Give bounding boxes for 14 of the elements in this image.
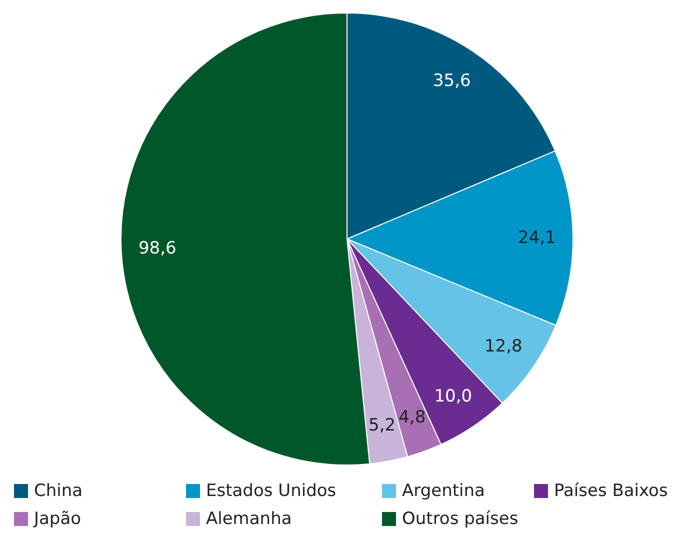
- data-label: 5,2: [368, 416, 396, 436]
- legend-label: Japão: [34, 509, 82, 529]
- legend-label: Alemanha: [206, 509, 292, 529]
- legend-label: Argentina: [402, 481, 485, 501]
- data-label: 4,8: [398, 407, 426, 428]
- data-label: 35,6: [432, 70, 471, 91]
- legend-label: Outros países: [402, 509, 518, 529]
- data-label: 10,0: [434, 386, 472, 406]
- data-label: 12,8: [484, 336, 522, 357]
- legend-label: China: [34, 481, 83, 501]
- legend-label: Estados Unidos: [206, 481, 336, 501]
- data-label: 98,6: [138, 238, 176, 259]
- legend-label: Países Baixos: [554, 481, 668, 501]
- data-label: 24,1: [518, 228, 556, 248]
